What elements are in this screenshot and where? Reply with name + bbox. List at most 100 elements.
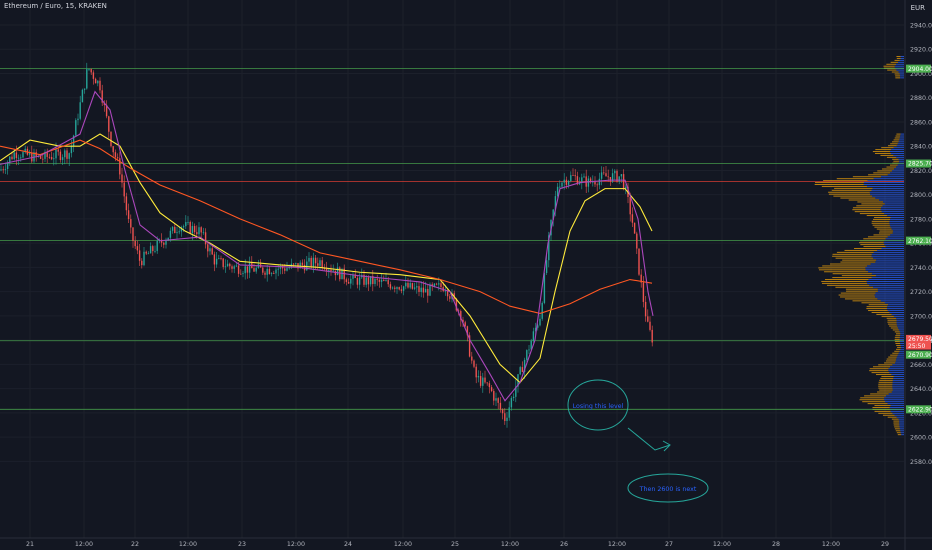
volume-bar — [887, 321, 897, 323]
candle-body — [592, 181, 594, 183]
candle-body — [233, 266, 235, 269]
candle-body — [559, 186, 561, 188]
candle-body — [556, 186, 559, 197]
volume-bar — [876, 259, 904, 261]
volume-bar — [893, 160, 900, 162]
level-price-text: 2904.00 — [908, 66, 932, 73]
volume-bar — [876, 228, 892, 230]
volume-bar — [879, 230, 893, 232]
candle-body — [431, 284, 433, 286]
volume-bar — [880, 154, 894, 156]
candle-body — [46, 151, 48, 157]
volume-bar — [833, 195, 873, 197]
volume-bar — [890, 172, 904, 174]
candle-body — [108, 116, 110, 132]
volume-bar — [898, 158, 904, 160]
candle-body — [176, 232, 178, 234]
candle-body — [413, 287, 416, 289]
candle-body — [552, 209, 554, 220]
volume-bar — [899, 331, 904, 333]
candle-body — [59, 151, 62, 160]
volume-bar — [890, 410, 904, 412]
candle-body — [266, 268, 268, 275]
candle-body — [99, 80, 101, 91]
drawings[interactable]: Losing this level Then 2600 is next — [567, 379, 709, 503]
volume-bar — [890, 226, 904, 228]
volume-bar — [889, 325, 898, 327]
candle-body — [523, 359, 526, 373]
volume-bar — [886, 395, 904, 397]
candle-body — [548, 235, 550, 261]
volume-bar — [890, 61, 898, 63]
ma-orange-line — [0, 139, 653, 315]
candle-body — [526, 350, 528, 360]
candle-body — [576, 176, 579, 185]
candle-body — [495, 398, 497, 401]
candle-body — [385, 280, 387, 281]
candle-body — [530, 340, 532, 350]
current-price-badge — [906, 350, 931, 359]
annotation-text[interactable]: Losing this level — [573, 403, 624, 410]
volume-bar — [835, 257, 874, 259]
candle-body — [169, 230, 172, 238]
candle-body — [288, 267, 290, 269]
volume-bar — [892, 141, 899, 143]
level-price-badge — [906, 405, 931, 414]
volume-bar — [876, 374, 892, 376]
annotation-arrow[interactable] — [627, 427, 671, 451]
volume-bar — [894, 67, 904, 69]
candle-body — [651, 329, 653, 343]
annotation-text[interactable]: Then 2600 is next — [639, 486, 697, 493]
candle-body — [446, 290, 449, 297]
volume-bar — [884, 302, 904, 304]
price-axis[interactable]: 2940.00 2920.00 2900.00 2880.00 2860.00 2840.… — [904, 0, 932, 550]
annotation-arrowhead[interactable] — [662, 440, 671, 452]
candle-body — [90, 69, 92, 73]
candle-body — [416, 286, 418, 288]
candle-body — [605, 173, 607, 177]
candle-body — [204, 232, 207, 245]
volume-bar — [896, 145, 904, 147]
volume-bar — [821, 185, 868, 187]
candle-body — [275, 269, 277, 274]
candle-body — [72, 135, 75, 147]
time-tick-label: 12:00 — [822, 541, 840, 548]
candle-body — [625, 186, 627, 189]
candle-body — [15, 152, 18, 159]
candle-body — [570, 175, 572, 182]
annotation-ellipse[interactable] — [567, 379, 629, 431]
candle-body — [554, 196, 557, 210]
candle-body — [207, 244, 209, 252]
candle-body — [132, 227, 134, 241]
volume-bar — [882, 205, 904, 207]
volume-bar — [882, 414, 895, 416]
candle-body — [565, 179, 568, 185]
volume-bar — [892, 230, 904, 232]
candle-body — [240, 273, 242, 275]
time-axis[interactable]: 21 12:00 22 12:00 23 12:00 24 12:00 25 12:00 26 12:… — [0, 537, 932, 548]
volume-bar — [832, 255, 872, 257]
volume-bar — [821, 282, 868, 284]
candle-body — [0, 169, 2, 171]
volume-bar — [841, 275, 877, 277]
price-tick-label: 2860.00 — [910, 119, 932, 126]
volume-bar — [868, 304, 889, 306]
candle-body — [268, 268, 271, 275]
volume-bar — [874, 226, 891, 228]
volume-bar — [828, 191, 870, 193]
volume-bar — [894, 331, 900, 333]
candle-body — [314, 257, 317, 264]
volume-bar — [895, 360, 904, 362]
volume-bar — [887, 323, 897, 325]
volume-bar — [895, 77, 901, 79]
volume-bar — [866, 306, 888, 308]
volume-bar — [899, 59, 904, 61]
annotation-ellipse[interactable] — [627, 473, 709, 503]
horizontal-levels[interactable] — [0, 68, 904, 410]
volume-bar — [881, 247, 904, 249]
price-tick-label: 2840.00 — [910, 144, 932, 151]
volume-bar — [869, 284, 904, 286]
volume-bar — [830, 263, 871, 265]
volume-bar — [836, 178, 874, 180]
